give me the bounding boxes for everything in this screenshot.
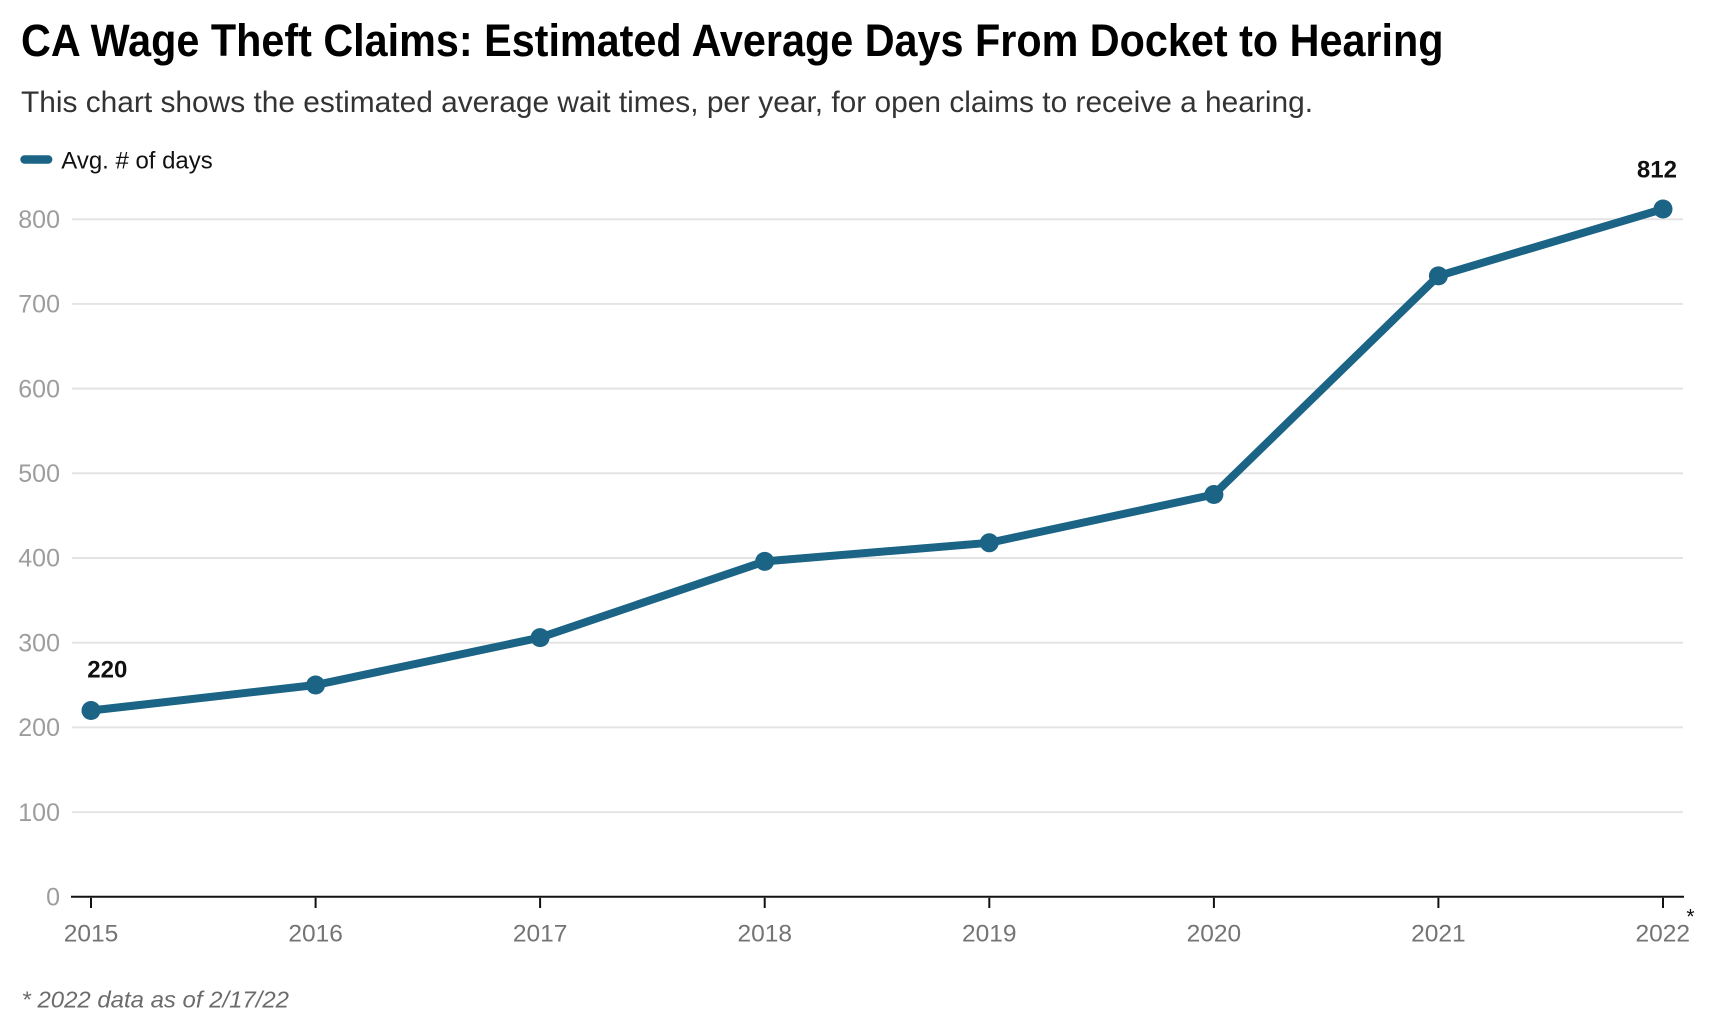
svg-text:2022: 2022 bbox=[1635, 920, 1690, 947]
svg-text:200: 200 bbox=[18, 714, 60, 742]
svg-text:This chart shows the estimated: This chart shows the estimated average w… bbox=[21, 86, 1313, 119]
svg-text:*: * bbox=[1686, 906, 1694, 929]
svg-text:* 2022 data as of 2/17/22: * 2022 data as of 2/17/22 bbox=[22, 987, 290, 1013]
svg-text:2018: 2018 bbox=[737, 920, 792, 947]
svg-text:2017: 2017 bbox=[513, 920, 568, 947]
svg-text:800: 800 bbox=[18, 206, 60, 234]
svg-text:0: 0 bbox=[46, 884, 60, 912]
svg-text:100: 100 bbox=[18, 799, 60, 827]
svg-text:600: 600 bbox=[18, 375, 60, 403]
svg-text:500: 500 bbox=[18, 460, 60, 488]
svg-text:2015: 2015 bbox=[64, 920, 119, 947]
svg-text:220: 220 bbox=[87, 656, 127, 683]
svg-text:2021: 2021 bbox=[1411, 920, 1466, 947]
svg-text:2019: 2019 bbox=[962, 920, 1017, 947]
svg-text:Avg. # of days: Avg. # of days bbox=[61, 148, 212, 175]
svg-text:CA Wage Theft Claims: Estimate: CA Wage Theft Claims: Estimated Average … bbox=[21, 15, 1444, 66]
svg-text:2016: 2016 bbox=[288, 920, 343, 947]
svg-text:812: 812 bbox=[1637, 157, 1677, 184]
svg-text:700: 700 bbox=[18, 291, 60, 319]
svg-text:2020: 2020 bbox=[1187, 920, 1242, 947]
svg-text:300: 300 bbox=[18, 629, 60, 657]
svg-text:400: 400 bbox=[18, 545, 60, 573]
